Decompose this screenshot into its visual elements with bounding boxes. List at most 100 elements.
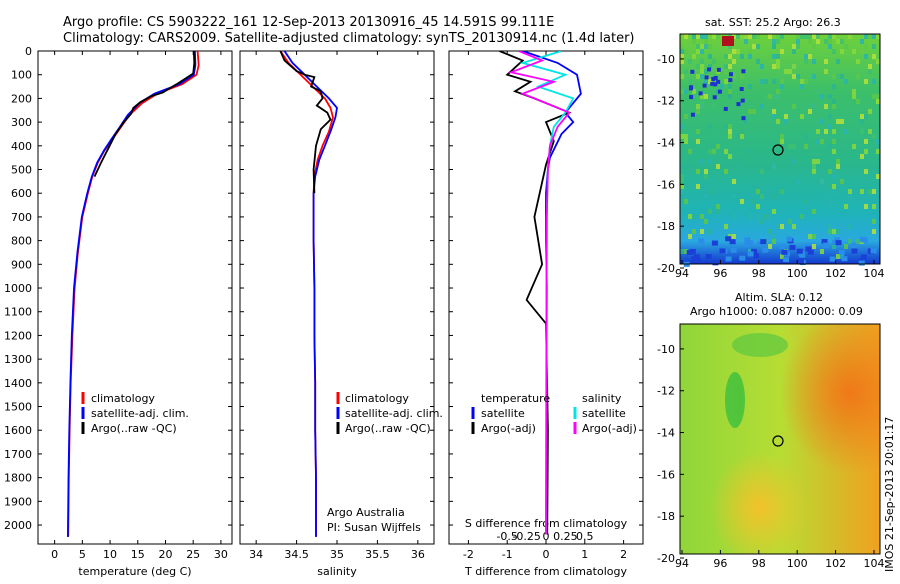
- sst-pixel: [760, 194, 764, 199]
- sst-pixel: [840, 74, 844, 79]
- sst-pixel: [772, 79, 776, 84]
- sst-pixel: [756, 59, 760, 64]
- sst-pixel-cold: [739, 255, 746, 261]
- sst-pixel: [728, 94, 732, 99]
- sst-pixel: [864, 79, 868, 84]
- sst-pixel: [872, 229, 876, 234]
- sst-pixel-cold: [707, 67, 712, 72]
- sst-argo-marker: [772, 144, 784, 156]
- sst-pixel: [724, 124, 728, 129]
- x-tick-label: 34: [249, 548, 263, 561]
- sst-pixel: [780, 79, 784, 84]
- sst-pixel: [748, 54, 752, 59]
- sst-pixel: [704, 44, 708, 49]
- x-top-tick-label: -0.25: [512, 530, 540, 543]
- sst-pixel: [820, 139, 824, 144]
- legend-label-temp-satellite: satellite: [481, 407, 525, 420]
- sst-pixel: [776, 224, 780, 229]
- sst-pixel: [692, 89, 696, 94]
- sst-pixel-cold: [841, 256, 848, 262]
- sst-pixel: [772, 164, 776, 169]
- map-y-tick-label: -12: [657, 95, 675, 108]
- y-tick-label: 300: [11, 116, 32, 129]
- sst-pixel: [872, 189, 876, 194]
- sst-pixel: [752, 34, 756, 39]
- x-tick-label: 35.5: [365, 548, 390, 561]
- sst-pixel: [680, 59, 684, 64]
- sst-pixel: [832, 34, 836, 39]
- sst-pixel: [776, 34, 780, 39]
- sst-pixel: [872, 44, 876, 49]
- sst-pixel: [732, 179, 736, 184]
- y-tick-label: 200: [11, 92, 32, 105]
- sst-pixel-cold: [744, 237, 751, 243]
- sst-pixel: [700, 159, 704, 164]
- sst-pixel: [724, 169, 728, 174]
- sst-pixel: [708, 64, 712, 69]
- sst-pixel-cold: [781, 249, 788, 255]
- sst-pixel: [696, 104, 700, 109]
- legend-heading-temperature: temperature: [481, 392, 550, 405]
- sst-pixel: [824, 59, 828, 64]
- sst-pixel: [832, 49, 836, 54]
- sst-pixel: [876, 204, 880, 209]
- sst-pixel: [776, 94, 780, 99]
- map-y-tick-label: -10: [657, 343, 675, 356]
- sst-pixel: [704, 219, 708, 224]
- y-tick-label: 1600: [4, 424, 32, 437]
- sst-pixel: [680, 179, 684, 184]
- sst-pixel: [812, 159, 816, 164]
- sst-pixel: [696, 44, 700, 49]
- sst-pixel: [772, 94, 776, 99]
- sst-pixel: [792, 144, 796, 149]
- sst-pixel: [712, 149, 716, 154]
- map-y-tick-label: -18: [657, 220, 675, 233]
- sst-pixel: [800, 34, 804, 39]
- sst-pixel: [700, 74, 704, 79]
- map-x-tick-label: 98: [752, 557, 766, 570]
- sst-pixel: [688, 214, 692, 219]
- sst-pixel: [844, 129, 848, 134]
- x-tick-label: 1: [581, 548, 588, 561]
- sst-pixel: [748, 149, 752, 154]
- map-y-tick-label: -16: [657, 468, 675, 481]
- sst-pixel-cold: [804, 243, 811, 249]
- sst-pixel: [724, 79, 728, 84]
- sst-pixel: [724, 64, 728, 69]
- series-line-temperature-argo-adj-: [499, 51, 572, 535]
- sst-pixel-cold: [850, 243, 857, 249]
- sst-pixel: [812, 244, 816, 249]
- sst-pixel: [864, 204, 868, 209]
- sla-map-title: Altim. SLA: 0.12: [735, 291, 823, 304]
- temperature-legend: climatology satellite-adj. clim. Argo(..…: [81, 392, 189, 435]
- sst-pixel: [772, 239, 776, 244]
- sst-pixel: [780, 254, 784, 259]
- sst-pixel: [812, 34, 816, 39]
- plot-frame: [239, 50, 435, 545]
- sst-pixel: [828, 224, 832, 229]
- legend-label-climatology: climatology: [91, 392, 155, 405]
- sst-pixel: [772, 114, 776, 119]
- sst-pixel: [716, 209, 720, 214]
- temperature-panel: 0100200300400500600700800900100011001200…: [4, 45, 233, 578]
- sst-pixel: [724, 54, 728, 59]
- sla-map-low-region: [725, 372, 745, 428]
- sst-pixel: [732, 49, 736, 54]
- sst-pixel: [764, 214, 768, 219]
- sla-map-frame: [679, 323, 881, 555]
- legend-label-satellite: satellite-adj. clim.: [345, 407, 443, 420]
- y-tick-label: 1800: [4, 472, 32, 485]
- x-tick-label: 25: [186, 548, 200, 561]
- sst-pixel: [760, 79, 764, 84]
- sst-pixel: [860, 189, 864, 194]
- sst-pixel: [820, 119, 824, 124]
- sst-pixel: [696, 49, 700, 54]
- y-tick-label: 1900: [4, 495, 32, 508]
- plot-frame: [37, 50, 233, 545]
- sst-pixel: [856, 74, 860, 79]
- sst-pixel-cold: [760, 239, 767, 245]
- series-line-climatology: [67, 51, 200, 537]
- sst-pixel: [736, 134, 740, 139]
- sst-pixel: [820, 179, 824, 184]
- sst-pixel: [708, 74, 712, 79]
